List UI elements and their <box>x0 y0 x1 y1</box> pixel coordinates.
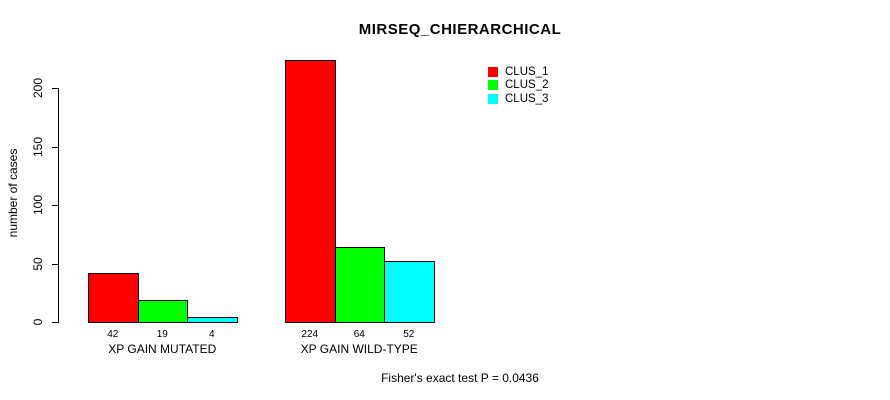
y-axis-tick <box>52 88 58 89</box>
bar-value-label: 42 <box>107 329 119 340</box>
stat-test-annotation: Fisher's exact test P = 0.0436 <box>381 371 539 385</box>
y-tick-label: 100 <box>31 194 45 216</box>
bar-clus-2-xp-gain-wild-type <box>334 247 385 323</box>
y-tick-label: 200 <box>31 77 45 99</box>
y-axis-tick <box>52 205 58 206</box>
bar-value-label: 224 <box>301 329 319 340</box>
bar-value-label: 52 <box>403 329 415 340</box>
y-tick-label: 0 <box>31 318 45 326</box>
y-axis-label: number of cases <box>6 148 20 238</box>
legend-swatch-clus-2 <box>488 80 498 91</box>
y-axis-line <box>58 88 59 323</box>
bar-clus-3-xp-gain-wild-type <box>384 261 435 323</box>
y-axis-tick <box>52 263 58 265</box>
legend-label: CLUS_1 <box>505 65 549 78</box>
legend-label: CLUS_2 <box>505 79 549 92</box>
legend-swatch-clus-3 <box>488 93 498 104</box>
legend: CLUS_1 CLUS_2 CLUS_3 <box>488 65 548 106</box>
bar-clus-2-xp-gain-mutated <box>137 299 188 323</box>
bar-value-label: 19 <box>156 329 168 340</box>
legend-item-clus-1: CLUS_1 <box>488 65 548 79</box>
legend-item-clus-3: CLUS_3 <box>488 92 548 106</box>
y-tick-label: 50 <box>31 256 45 271</box>
bar-value-label: 4 <box>208 329 215 340</box>
bar-clus-3-xp-gain-mutated <box>187 317 238 323</box>
y-axis-tick <box>52 146 58 148</box>
legend-swatch-clus-1 <box>488 66 498 77</box>
x-category-label-xp-gain-wild-type: XP GAIN WILD-TYPE <box>300 342 418 356</box>
chart-title: MIRSEQ_CHIERARCHICAL <box>358 21 562 38</box>
bar-value-label: 64 <box>353 329 365 340</box>
x-category-label-xp-gain-mutated: XP GAIN MUTATED <box>108 342 217 356</box>
legend-label: CLUS_3 <box>505 92 549 105</box>
legend-item-clus-2: CLUS_2 <box>488 79 548 93</box>
y-tick-label: 150 <box>31 136 45 157</box>
bar-clus-1-xp-gain-wild-type <box>285 59 336 323</box>
y-axis-tick <box>52 322 58 323</box>
bar-clus-1-xp-gain-mutated <box>88 272 139 323</box>
